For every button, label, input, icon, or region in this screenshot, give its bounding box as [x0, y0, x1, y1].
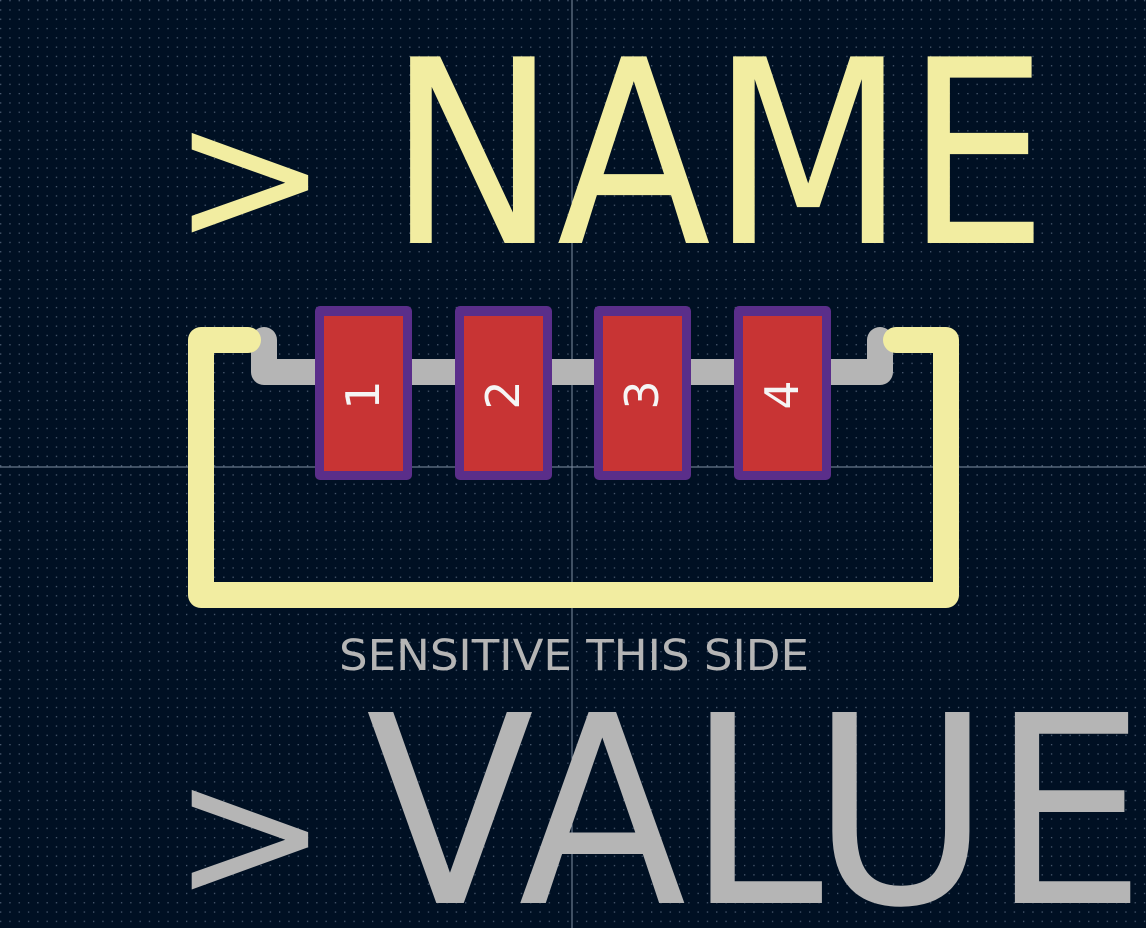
pad-number: 4 [755, 380, 809, 409]
pad-number: 3 [615, 380, 669, 409]
pad-number: 1 [336, 380, 390, 409]
value-prefix[interactable]: > [172, 725, 328, 928]
pad-number: 2 [476, 380, 530, 409]
reference-designator[interactable]: NAME [388, 6, 1048, 304]
sensitivity-note[interactable]: SENSITIVE THIS SIDE [339, 631, 809, 681]
pad-3[interactable]: 3 [594, 306, 691, 480]
name-prefix[interactable]: > [172, 68, 328, 285]
pad-1[interactable]: 1 [315, 306, 412, 480]
pad-4[interactable]: 4 [734, 306, 831, 480]
fab-outline [251, 327, 893, 385]
silkscreen-outline [188, 327, 959, 608]
pad-2[interactable]: 2 [455, 306, 552, 480]
value-label[interactable]: VALUE [366, 660, 1146, 928]
pad-group[interactable]: 1 2 3 4 [315, 306, 831, 480]
